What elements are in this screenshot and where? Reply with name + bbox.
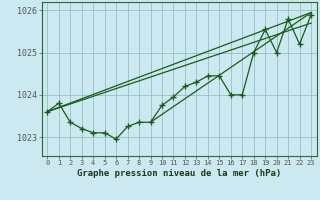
X-axis label: Graphe pression niveau de la mer (hPa): Graphe pression niveau de la mer (hPa): [77, 169, 281, 178]
